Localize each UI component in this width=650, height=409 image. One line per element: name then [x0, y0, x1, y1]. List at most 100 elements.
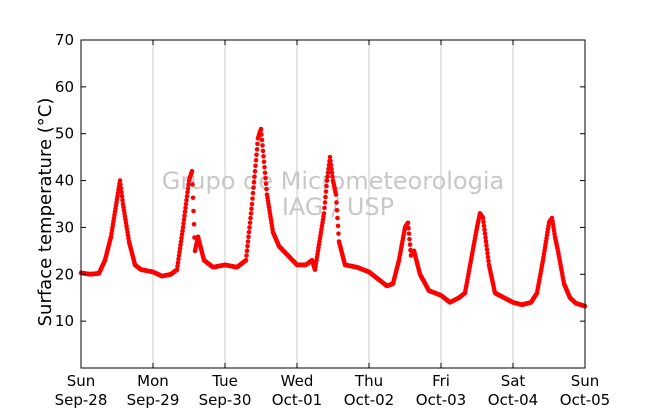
data-point [183, 201, 189, 207]
x-tick-label-day: Sun [571, 372, 600, 390]
data-point [484, 243, 489, 248]
y-tick-label: 70 [55, 31, 74, 49]
x-tick-label-date: Oct-03 [416, 391, 466, 409]
y-tick-label: 10 [55, 312, 74, 330]
data-point [176, 253, 182, 258]
data-point [261, 154, 266, 159]
data-point [245, 239, 251, 244]
data-point [407, 236, 412, 242]
data-point [182, 213, 187, 219]
data-point [249, 206, 254, 211]
data-point [189, 168, 195, 174]
data-point [178, 239, 184, 244]
data-point [485, 254, 491, 260]
data-point [184, 193, 190, 199]
data-point [184, 197, 189, 203]
data-point [480, 215, 486, 221]
data-point [328, 162, 334, 168]
data-point [322, 205, 327, 211]
data-point [175, 263, 180, 269]
x-tick-label-day: Sat [501, 372, 526, 390]
data-point [323, 194, 328, 200]
data-point [118, 186, 124, 191]
data-point [253, 163, 258, 169]
data-point [190, 195, 196, 201]
data-point [259, 132, 264, 137]
data-point [482, 231, 488, 236]
data-point [179, 232, 185, 237]
data-point [244, 253, 249, 258]
data-point [262, 165, 267, 170]
x-axis: SunSep-28MonSep-29TueSep-30WedOct-01ThuO… [55, 40, 610, 409]
x-tick-label-date: Oct-04 [488, 391, 538, 409]
data-point [255, 141, 260, 147]
x-tick-label-day: Thu [354, 372, 383, 390]
data-point [119, 189, 124, 195]
data-point [327, 154, 333, 160]
data-point [329, 170, 335, 176]
data-point [336, 231, 341, 236]
data-point [485, 250, 490, 256]
y-tick-label: 50 [55, 125, 74, 143]
data-point [252, 174, 257, 179]
data-point [176, 256, 181, 262]
y-tick-label: 30 [55, 218, 74, 236]
plot-frame [80, 39, 586, 369]
data-point [325, 174, 330, 179]
x-tick-label-date: Oct-02 [344, 391, 394, 409]
data-point [323, 189, 329, 194]
data-point [324, 183, 329, 189]
y-axis: 10 20 30 40 50 60 70 [55, 31, 585, 330]
data-point [334, 200, 339, 205]
data-point [177, 246, 183, 251]
data-point [321, 211, 327, 216]
data-point [482, 227, 487, 233]
data-point [248, 215, 253, 221]
data-point [246, 229, 252, 235]
data-point [481, 219, 486, 225]
data-point [260, 143, 265, 148]
x-tick-label-date: Oct-01 [272, 391, 322, 409]
data-point [243, 257, 249, 263]
plot-area [81, 40, 585, 368]
data-point [330, 174, 335, 179]
data-point [329, 166, 334, 172]
data-point [179, 235, 184, 241]
data-point [185, 186, 191, 191]
data-point [190, 182, 195, 187]
data-point [263, 181, 269, 186]
data-point [245, 243, 250, 249]
data-point [407, 242, 413, 247]
data-points [78, 126, 588, 309]
data-point [244, 248, 250, 254]
data-point [405, 220, 411, 226]
x-tick-label-day: Fri [432, 372, 450, 390]
data-point [117, 178, 123, 183]
x-tick-label-date: Oct-05 [560, 391, 610, 409]
data-point [119, 193, 125, 199]
data-point [186, 182, 191, 187]
data-point [324, 178, 330, 183]
data-point [406, 225, 411, 231]
data-point [178, 242, 183, 248]
data-point [181, 221, 186, 226]
data-point [484, 247, 490, 252]
data-point [248, 211, 254, 216]
data-point [183, 205, 188, 211]
data-point [334, 207, 340, 213]
x-tick-label-day: Mon [137, 372, 169, 390]
data-point [175, 260, 181, 265]
data-point [483, 239, 489, 244]
x-tick-label-date: Sep-30 [199, 391, 252, 409]
y-tick-label: 40 [55, 172, 74, 190]
data-point [250, 190, 256, 196]
data-point [180, 228, 185, 234]
y-axis-label: Surface temperature (°C) [35, 98, 56, 327]
data-point [177, 249, 182, 255]
data-point [483, 235, 488, 240]
vertical-grid [152, 40, 514, 368]
data-point [259, 137, 265, 143]
data-point [254, 152, 259, 158]
data-point [258, 126, 264, 132]
